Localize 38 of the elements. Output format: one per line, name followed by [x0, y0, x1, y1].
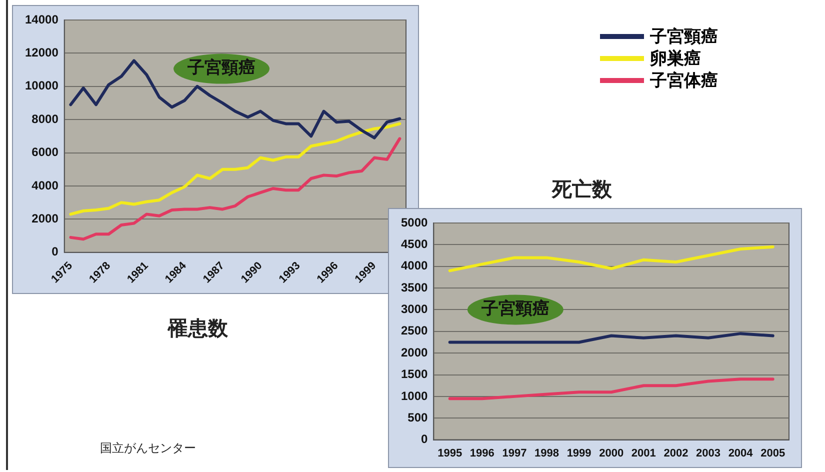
y-tick-label: 500: [408, 410, 428, 424]
x-tick-label: 2001: [631, 447, 656, 460]
x-tick-label: 1995: [438, 447, 462, 460]
y-tick-label: 1500: [400, 367, 428, 382]
x-tick-label: 2005: [760, 447, 786, 460]
y-tick-label: 4000: [32, 178, 59, 192]
x-tick-label: 2002: [664, 447, 688, 460]
y-tick-label: 8000: [32, 112, 59, 126]
x-tick-label: 1998: [534, 447, 559, 460]
legend-label: 子宮体癌: [650, 70, 718, 92]
text: 国立がんセンター: [100, 440, 196, 457]
y-tick-label: 2500: [400, 324, 428, 338]
x-tick-label: 2003: [696, 447, 720, 460]
x-tick-label: 2004: [728, 447, 754, 460]
y-tick-label: 0: [52, 244, 59, 259]
y-tick-label: 4000: [400, 258, 428, 273]
y-tick-label: 0: [421, 432, 428, 446]
y-tick-label: 5000: [400, 215, 428, 230]
x-tick-label: 2000: [599, 447, 624, 460]
x-tick-label: 1999: [566, 447, 592, 460]
legend-label: 子宮頸癌: [650, 26, 718, 48]
x-tick-label: 1997: [502, 447, 527, 460]
annotation: 子宮頸癌: [186, 58, 256, 78]
chart-title: 死亡数: [552, 176, 612, 203]
y-tick-label: 6000: [32, 145, 59, 160]
y-tick-label: 3000: [400, 302, 428, 316]
y-tick-label: 4500: [400, 236, 428, 251]
y-tick-label: 3500: [400, 280, 428, 294]
y-tick-label: 1000: [400, 388, 428, 403]
x-tick-label: 1996: [470, 447, 494, 460]
y-tick-label: 2000: [400, 345, 428, 360]
legend-label: 卵巣癌: [650, 48, 701, 70]
y-tick-label: 12000: [24, 46, 59, 60]
y-tick-label: 14000: [24, 12, 59, 26]
annotation: 子宮頸癌: [480, 299, 550, 320]
text: 罹患数: [168, 315, 228, 342]
y-tick-label: 2000: [32, 211, 59, 226]
y-tick-label: 10000: [24, 78, 59, 93]
